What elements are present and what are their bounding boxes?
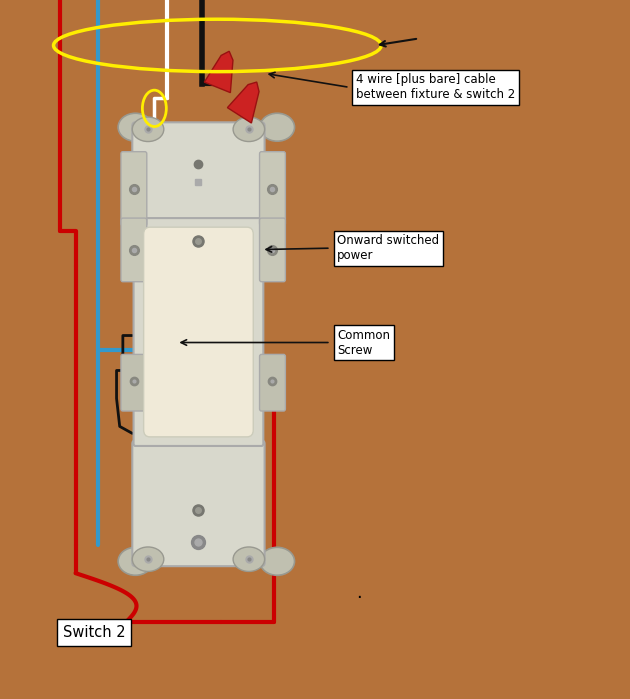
- FancyBboxPatch shape: [260, 218, 285, 282]
- Ellipse shape: [132, 117, 164, 141]
- FancyBboxPatch shape: [121, 354, 147, 411]
- Ellipse shape: [260, 547, 294, 575]
- FancyBboxPatch shape: [260, 152, 285, 226]
- Text: Switch 2: Switch 2: [63, 625, 125, 640]
- FancyBboxPatch shape: [132, 440, 265, 566]
- Polygon shape: [227, 82, 259, 123]
- Ellipse shape: [118, 113, 152, 141]
- FancyBboxPatch shape: [121, 218, 147, 282]
- FancyBboxPatch shape: [144, 227, 253, 437]
- Ellipse shape: [233, 117, 265, 141]
- FancyBboxPatch shape: [260, 354, 285, 411]
- Ellipse shape: [118, 547, 152, 575]
- Text: Onward switched
power: Onward switched power: [337, 234, 439, 262]
- Ellipse shape: [233, 547, 265, 572]
- FancyBboxPatch shape: [134, 218, 263, 446]
- Polygon shape: [204, 51, 233, 93]
- Text: 4 wire [plus bare] cable
between fixture & switch 2: 4 wire [plus bare] cable between fixture…: [356, 73, 515, 101]
- Text: Common
Screw: Common Screw: [337, 329, 390, 356]
- FancyBboxPatch shape: [121, 152, 147, 226]
- Text: .: .: [356, 584, 362, 602]
- Ellipse shape: [132, 547, 164, 572]
- Ellipse shape: [260, 113, 294, 141]
- FancyBboxPatch shape: [132, 122, 265, 224]
